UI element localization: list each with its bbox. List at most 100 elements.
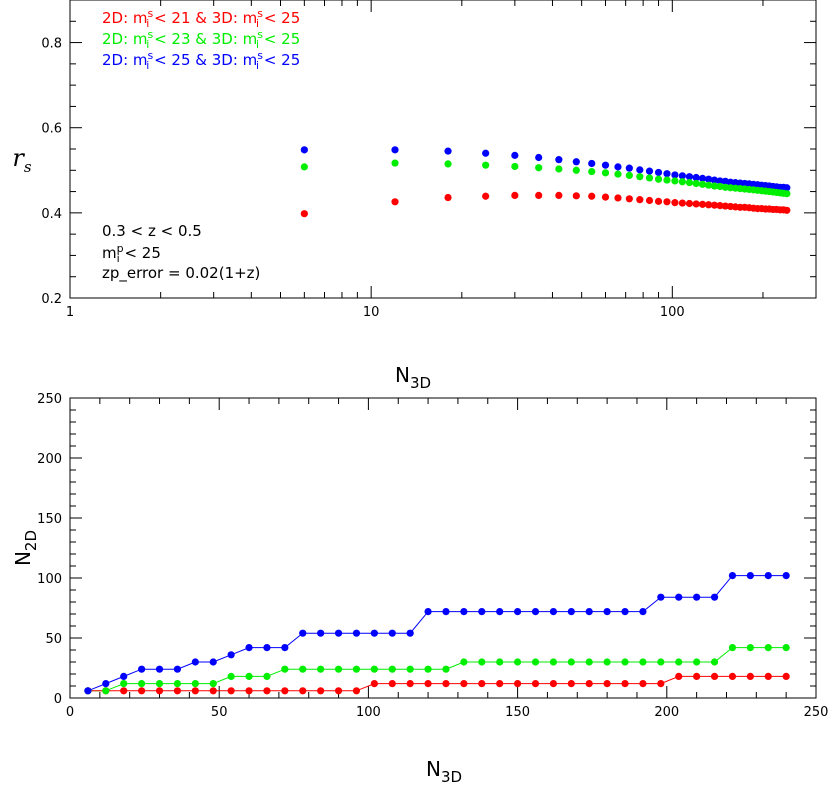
data-point-blue bbox=[460, 608, 468, 616]
data-point-blue bbox=[645, 167, 654, 175]
data-point-blue bbox=[692, 173, 700, 182]
data-point-blue bbox=[625, 164, 633, 172]
x-axis-title: N3D bbox=[395, 363, 431, 392]
data-point-blue bbox=[352, 629, 361, 637]
data-point-blue bbox=[601, 161, 610, 169]
data-point-red bbox=[625, 195, 633, 203]
data-point-blue bbox=[155, 665, 164, 673]
data-point-green bbox=[782, 644, 790, 652]
y-tick-label: 50 bbox=[45, 632, 62, 647]
data-point-green bbox=[636, 173, 644, 181]
data-point-green bbox=[572, 166, 580, 174]
data-point-green bbox=[514, 658, 522, 666]
data-point-blue bbox=[728, 572, 737, 580]
data-point-red bbox=[636, 196, 644, 204]
y-tick-label: 0 bbox=[54, 692, 62, 707]
data-point-green bbox=[603, 658, 611, 666]
series-line-blue bbox=[87, 575, 787, 692]
data-point-blue bbox=[281, 644, 289, 652]
data-point-blue bbox=[391, 146, 399, 154]
data-point-blue bbox=[603, 608, 611, 616]
y-axis-title-sub: 2D bbox=[22, 530, 40, 551]
data-point-red bbox=[728, 672, 737, 681]
data-point-red bbox=[281, 687, 289, 695]
y-tick-label: 100 bbox=[37, 572, 62, 587]
data-point-red bbox=[601, 193, 610, 201]
data-point-green bbox=[424, 665, 432, 673]
x-tick-label: 0 bbox=[66, 705, 74, 720]
data-point-green bbox=[698, 180, 707, 188]
legend-entry-text: 2D: m bbox=[102, 9, 148, 27]
data-point-green bbox=[705, 181, 713, 189]
y-tick-label: 200 bbox=[37, 452, 62, 467]
data-point-red bbox=[549, 680, 558, 688]
data-point-green bbox=[567, 658, 575, 666]
data-point-red bbox=[317, 687, 325, 695]
data-point-blue bbox=[621, 608, 629, 616]
y-tick-label: 0.2 bbox=[41, 292, 62, 307]
data-point-red bbox=[614, 194, 622, 202]
data-point-green bbox=[716, 182, 724, 191]
annotation-zp-error: zp_error = 0.02(1+z) bbox=[102, 264, 260, 283]
tick-labels: 1 10 100 0.2 0.4 0.6 0.8 bbox=[41, 37, 684, 320]
data-point-red bbox=[663, 198, 671, 206]
data-point-red bbox=[645, 196, 654, 205]
x-tick-label: 150 bbox=[505, 705, 530, 720]
legend-sub: i bbox=[256, 17, 259, 30]
data-point-green bbox=[482, 161, 490, 169]
legend-entry-text: 2D: m bbox=[102, 51, 148, 69]
data-point-blue bbox=[663, 170, 671, 178]
data-point-green bbox=[693, 658, 701, 666]
data-point-green bbox=[496, 658, 504, 666]
data-point-red bbox=[710, 201, 719, 209]
data-point-green bbox=[173, 680, 182, 688]
legend-entry-green: 2D: ms i < 23 & 3D: ms i < 25 bbox=[102, 28, 300, 51]
data-point-green bbox=[263, 672, 271, 681]
data-point-blue bbox=[693, 593, 701, 601]
tick-marks bbox=[69, 0, 817, 299]
data-point-red bbox=[698, 200, 707, 208]
plot-frame bbox=[69, 397, 817, 699]
legend-sub: i bbox=[146, 17, 149, 30]
data-point-blue bbox=[764, 572, 772, 580]
data-point-red bbox=[299, 687, 307, 695]
data-point-red bbox=[567, 680, 575, 688]
data-point-green bbox=[639, 658, 647, 666]
data-point-blue bbox=[191, 658, 199, 666]
data-point-blue bbox=[675, 593, 683, 601]
data-point-blue bbox=[535, 153, 543, 162]
legend-entry-text: < 25 bbox=[259, 30, 300, 48]
x-tick-label: 100 bbox=[356, 705, 381, 720]
data-point-red bbox=[692, 200, 700, 208]
legend-entry-blue: 2D: ms i < 25 & 3D: ms i < 25 bbox=[102, 49, 300, 72]
data-point-blue bbox=[716, 177, 724, 185]
data-point-red bbox=[585, 680, 593, 688]
data-point-green bbox=[299, 665, 307, 673]
data-point-green bbox=[300, 163, 308, 171]
data-point-green bbox=[614, 170, 622, 178]
annotation-text: < 25 bbox=[120, 244, 161, 262]
data-point-red bbox=[191, 687, 199, 695]
data-point-green bbox=[625, 171, 633, 179]
data-point-blue bbox=[138, 665, 146, 673]
data-point-red bbox=[721, 202, 729, 210]
data-point-red bbox=[155, 687, 164, 695]
data-point-green bbox=[710, 182, 719, 190]
data-point-red bbox=[782, 672, 790, 681]
data-point-red bbox=[671, 199, 679, 207]
data-point-green bbox=[621, 658, 629, 666]
legend-entry-text: < 21 & 3D: m bbox=[149, 9, 257, 27]
data-point-red bbox=[209, 687, 217, 695]
data-point-red bbox=[138, 687, 146, 695]
annotation-photometric-mag: mp i < 25 bbox=[102, 242, 161, 265]
data-point-red bbox=[716, 202, 724, 210]
data-point-red bbox=[478, 680, 486, 688]
data-point-red bbox=[263, 687, 271, 695]
data-point-green bbox=[138, 680, 146, 688]
data-point-blue bbox=[209, 658, 217, 666]
series-lines bbox=[87, 575, 787, 692]
data-point-blue bbox=[406, 629, 414, 637]
data-point-green bbox=[155, 680, 164, 688]
